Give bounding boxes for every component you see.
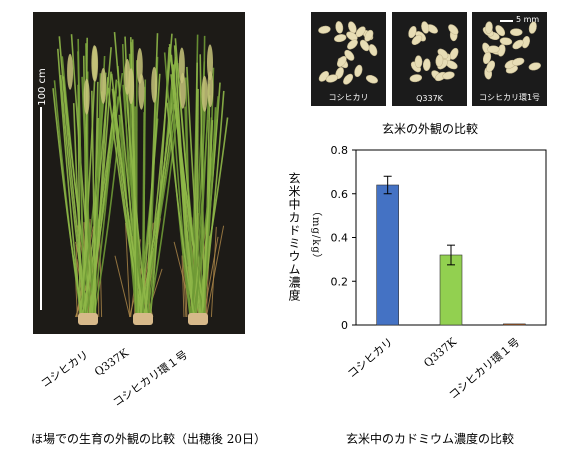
grain-scale-label: 5 mm <box>516 15 540 24</box>
chart-y-axis-label: 玄米中カドミウム濃度 <box>287 172 301 302</box>
y-tick-label: 0.6 <box>331 188 349 201</box>
y-tick-label: 0.2 <box>331 275 349 288</box>
bar <box>376 184 399 326</box>
plant-growth-photo: 100 cm <box>33 12 245 334</box>
y-tick-label: 0.8 <box>331 144 349 157</box>
x-tick-label: コシヒカリ <box>345 335 395 380</box>
bar <box>503 323 526 326</box>
variety-label-q337k: Q337K <box>91 346 131 379</box>
grain-label: コシヒカリ環1号 <box>478 93 541 102</box>
chart-caption: 玄米中のカドミウム濃度の比較 <box>345 432 514 446</box>
x-tick-label: Q337K <box>421 335 459 370</box>
grain-photo-kan1: 5 mm コシヒカリ環1号 <box>472 12 547 106</box>
grain-label: コシヒカリ <box>328 93 369 102</box>
y-tick-label: 0.4 <box>331 232 349 245</box>
grain-photo-q337k: Q337K <box>392 12 467 106</box>
bar <box>439 254 463 326</box>
grain-photo-caption: 玄米の外観の比較 <box>381 122 478 136</box>
scale-bar-label: 100 cm <box>37 68 48 106</box>
grain-photo-koshihikari: コシヒカリ <box>311 12 386 106</box>
variety-label-koshihikari: コシヒカリ <box>38 348 92 391</box>
chart-y-axis-unit: （mg/kg） <box>310 206 321 265</box>
grain-label: Q337K <box>416 94 443 103</box>
y-tick-label: 0 <box>341 319 348 332</box>
rice-plants-illustration <box>52 31 229 325</box>
growth-photo-caption: ほ場での生育の外観の比較（出穂後 20日） <box>30 432 267 446</box>
